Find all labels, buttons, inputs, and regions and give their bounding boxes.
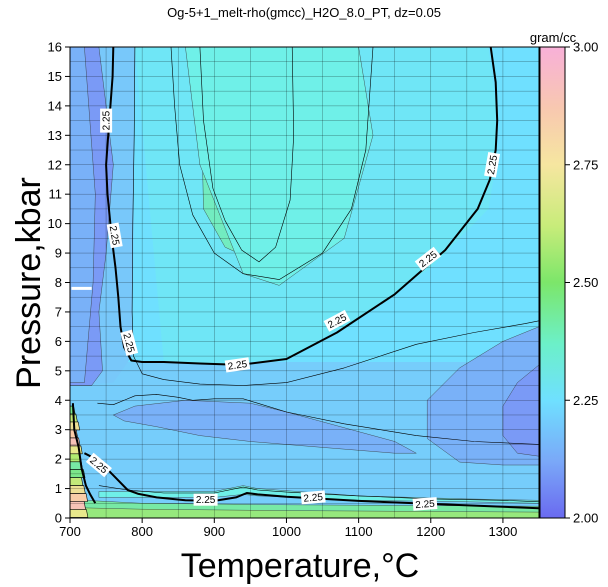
y-tick-label: 11 [49,187,63,202]
contour-label-text: 2.25 [303,492,324,505]
colorbar-tick-label: 3.00 [573,40,598,55]
plot-area: 2.252.252.252.252.252.252.252.252.25 2.25… [70,47,539,518]
contour-line-2.20-2 [131,47,539,386]
grid [70,47,539,518]
contour-label-8: 2.25 [193,493,218,506]
y-tick-label: 7 [55,304,62,319]
y-tick-label: 6 [55,334,62,349]
contour-label-text: 2.25 [102,110,113,130]
contour-line-2.25-0 [105,47,499,366]
contour-lines [83,47,539,510]
contour-label-0: 2.25 [100,108,113,133]
y-tick-label: 3 [55,422,62,437]
contour-label-text: 2.25 [120,332,136,354]
contour-line-2.30-6 [98,485,539,503]
contour-label-10: 2.25 [412,497,438,511]
x-tick-label: 1100 [345,524,373,539]
contour-label-text: 2.25 [196,495,216,506]
y-tick-label: 16 [48,40,62,55]
x-tick-label: 800 [131,524,153,539]
x-axis-ticks: 700 800 900 1000 1100 1200 1300 [59,518,517,539]
colorbar-tick-label: 2.75 [573,157,598,172]
y-tick-label: 13 [48,128,62,143]
contour-label-text: 2.25 [227,359,248,373]
x-axis-title: Temperature,°C [181,547,419,585]
melt-band-5 [70,445,83,455]
melt-band-9 [70,477,84,486]
colorbar-unit-label: gram/cc [530,30,577,45]
y-tick-label: 5 [55,363,62,378]
y-tick-label: 4 [55,393,62,408]
y-tick-label: 15 [48,69,62,84]
x-tick-label: 900 [203,524,225,539]
contour-label-1: 2.25 [107,222,123,249]
y-axis-title: Pressure,kbar [10,177,48,389]
contour-label-6: 2.25 [484,151,500,178]
white-marker [71,286,92,290]
x-tick-label: 1000 [272,524,301,539]
melt-band-10 [70,485,86,494]
colorbar-tick-label: 2.25 [573,393,598,408]
y-tick-label: 1 [55,481,62,496]
colorbar: gram/cc 2.00 2.25 2.50 2.75 3.00 [530,30,598,526]
contour-line-2.20-3 [97,394,539,445]
contour-line-2.25-1 [83,452,539,510]
contour-label-9: 2.25 [300,490,326,505]
colorbar-tick-label: 2.00 [573,511,598,526]
y-tick-label: 14 [48,98,62,113]
colorbar-ticks: 2.00 2.25 2.50 2.75 3.00 [565,40,598,526]
contour-label-3: 2.25 [224,357,251,373]
y-tick-label: 12 [48,157,62,172]
y-tick-label: 0 [55,511,62,526]
contour-label-text: 2.25 [107,225,121,247]
melt-band-12 [70,501,86,510]
colorbar-gradient [539,46,566,519]
x-tick-label: 700 [59,524,81,539]
x-tick-label: 1200 [416,524,445,539]
contour-label-text: 2.25 [415,499,436,511]
contour-line-2.30-4 [170,47,374,280]
chart-title: Og-5+1_melt-rho(gmcc)_H2O_8.0_PT, dz=0.0… [167,5,441,20]
melt-band-13 [70,509,89,518]
y-tick-label: 2 [55,452,62,467]
contour-line-2.35-5 [199,47,295,263]
contour-fill-layer [70,47,539,518]
colorbar-tick-label: 2.50 [573,275,598,290]
x-tick-label: 1300 [488,524,517,539]
y-tick-label: 10 [48,216,62,231]
melt-band-11 [70,493,88,502]
contour-label-text: 2.25 [486,154,500,176]
y-tick-label: 8 [55,275,62,290]
y-tick-label: 9 [55,246,62,261]
